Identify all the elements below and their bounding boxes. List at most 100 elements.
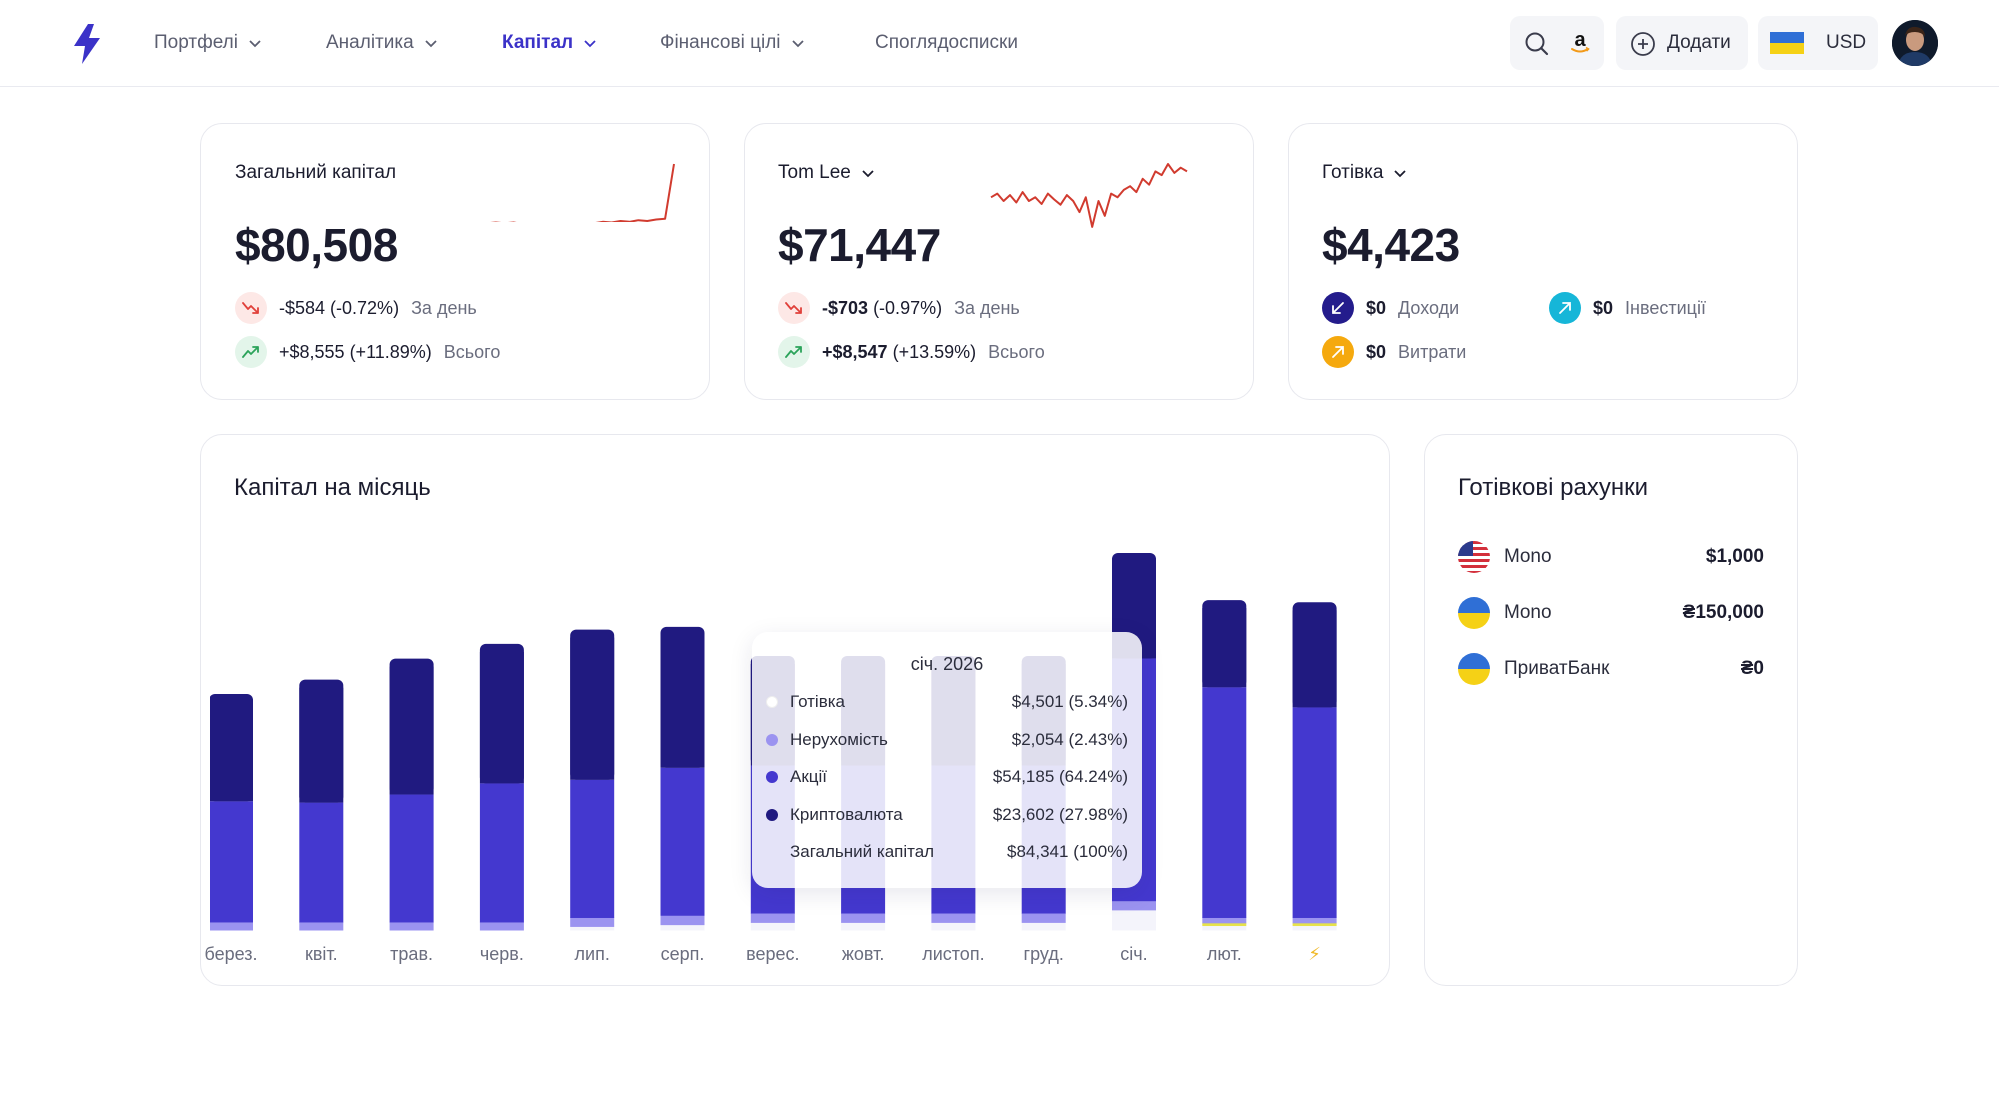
plus-circle-icon xyxy=(1631,32,1655,56)
logo-icon[interactable] xyxy=(70,22,104,66)
day-change-row: -$584 (-0.72%) За день xyxy=(235,292,477,324)
bar-segment[interactable] xyxy=(660,915,705,926)
day-change-percent: (-0.97%) xyxy=(873,297,943,318)
avatar[interactable] xyxy=(1892,20,1938,66)
tooltip-row: Загальний капітал $84,341 (100%) xyxy=(766,837,1128,867)
tooltip-row-value: $23,602 (27.98%) xyxy=(992,805,1128,824)
x-axis-label: серп. xyxy=(660,944,705,964)
day-change-label: За день xyxy=(954,297,1020,318)
tooltip-row-name: Готівка xyxy=(790,692,846,711)
bar-segment[interactable] xyxy=(841,922,886,931)
bar-segment[interactable] xyxy=(931,913,976,923)
bar-segment[interactable] xyxy=(931,922,976,931)
chevron-down-icon xyxy=(584,40,596,48)
bar-segment[interactable] xyxy=(210,921,253,931)
bar-segment[interactable] xyxy=(1292,925,1337,931)
bar-segment[interactable] xyxy=(1202,922,1247,927)
add-button-label: Додати xyxy=(1667,32,1731,53)
bar-segment[interactable] xyxy=(389,794,434,923)
legend-dot xyxy=(766,771,778,783)
bar-segment[interactable] xyxy=(750,922,795,931)
portfolio-card: Tom Lee $71,447 -$703 (-0.97%) За день +… xyxy=(744,123,1254,400)
bar-segment[interactable] xyxy=(841,913,886,923)
total-change-percent: (+13.59%) xyxy=(892,341,977,362)
cash-selector[interactable]: Готівка xyxy=(1322,162,1407,184)
nav-item-watchlists[interactable]: Споглядосписки xyxy=(875,28,1018,58)
bar-segment[interactable] xyxy=(570,779,615,918)
total-change-value: +$8,547 xyxy=(822,341,888,362)
x-axis-label: черв. xyxy=(479,944,524,964)
bar-segment xyxy=(660,634,705,768)
expenses-label: Витрати xyxy=(1398,341,1467,362)
bar-segment[interactable] xyxy=(1202,925,1247,931)
total-change-row: +$8,547 (+13.59%) Всього xyxy=(778,336,1045,368)
portfolio-name: Tom Lee xyxy=(778,162,851,183)
arrow-up-right-icon xyxy=(1322,336,1354,368)
x-axis-label: листоп. xyxy=(922,944,985,964)
bar-segment[interactable] xyxy=(1292,707,1337,918)
search-box[interactable]: a xyxy=(1510,16,1604,70)
bar-segment[interactable] xyxy=(660,767,705,916)
portfolio-sparkline xyxy=(990,163,1188,228)
bar-segment xyxy=(299,687,344,803)
bar-segment[interactable] xyxy=(479,783,524,923)
bar-segment[interactable] xyxy=(1021,922,1066,931)
sparkline-path xyxy=(990,163,1188,228)
bar-segment[interactable] xyxy=(1202,687,1247,918)
search-icon[interactable] xyxy=(1524,31,1550,57)
nav-item-analytics[interactable]: Аналітика xyxy=(326,28,438,58)
bar-segment[interactable] xyxy=(1292,917,1337,924)
account-name: Mono xyxy=(1504,602,1552,623)
bar-segment[interactable] xyxy=(210,801,253,923)
nav-item-portfolios[interactable]: Портфелі xyxy=(154,28,262,58)
account-row[interactable]: Mono ₴150,000 xyxy=(1458,595,1764,631)
bar-segment[interactable] xyxy=(299,921,344,931)
currency-selector[interactable]: USD xyxy=(1758,16,1878,70)
bar-segment[interactable] xyxy=(1112,900,1156,911)
total-capital-card: Загальний капітал $80,508 -$584 (-0.72%)… xyxy=(200,123,710,400)
trend-down-icon xyxy=(778,292,810,324)
nav-item-financial-goals[interactable]: Фінансові цілі xyxy=(660,28,805,58)
x-axis-label: квіт. xyxy=(304,944,338,964)
bar-segment[interactable] xyxy=(1021,913,1066,923)
account-row[interactable]: ПриватБанк ₴0 xyxy=(1458,651,1764,687)
account-row[interactable]: Mono $1,000 xyxy=(1458,539,1764,575)
add-button[interactable]: Додати xyxy=(1616,16,1748,70)
total-capital-sparkline xyxy=(490,163,675,222)
nav-item-label: Фінансові цілі xyxy=(660,32,781,53)
bar-segment[interactable] xyxy=(479,921,524,931)
trend-up-icon xyxy=(235,336,267,368)
cash-accounts-title: Готівкові рахунки xyxy=(1458,474,1649,501)
x-axis-label: трав. xyxy=(390,944,434,964)
bar-segment[interactable] xyxy=(660,924,705,931)
bar-segment[interactable] xyxy=(389,921,434,931)
bar-segment[interactable] xyxy=(299,802,344,923)
bar-segment[interactable] xyxy=(1202,917,1247,924)
amazon-icon[interactable]: a xyxy=(1568,30,1592,56)
portfolio-value: $71,447 xyxy=(778,219,941,271)
bar-segment[interactable] xyxy=(1292,922,1337,927)
income-row: $0 Доходи xyxy=(1322,292,1459,324)
bar-segment[interactable] xyxy=(570,926,615,931)
legend-dot xyxy=(766,809,778,821)
account-name: Mono xyxy=(1504,546,1552,567)
expenses-row: $0 Витрати xyxy=(1322,336,1466,368)
portfolio-selector[interactable]: Tom Lee xyxy=(778,162,875,184)
tooltip-row-value: $84,341 (100%) xyxy=(1007,842,1128,861)
ua-flag-icon xyxy=(1770,32,1804,54)
ua-flag-icon xyxy=(1458,653,1490,685)
bar-segment[interactable] xyxy=(1112,909,1156,931)
legend-dot xyxy=(766,696,778,708)
cash-card: Готівка $4,423 $0 Доходи $0 Інвестиції $… xyxy=(1288,123,1798,400)
day-change-row: -$703 (-0.97%) За день xyxy=(778,292,1020,324)
tooltip-row: Криптовалюта $23,602 (27.98%) xyxy=(766,800,1128,830)
account-balance: ₴150,000 xyxy=(1682,602,1764,623)
nav-item-label: Капітал xyxy=(502,32,574,53)
bar-segment xyxy=(1202,608,1247,688)
chart-tooltip: січ. 2026 Готівка $4,501 (5.34%) Нерухом… xyxy=(752,632,1142,888)
nav-item-capital[interactable]: Капітал xyxy=(502,28,597,58)
chevron-down-icon xyxy=(791,40,804,48)
bar-segment[interactable] xyxy=(570,917,615,927)
bar-segment[interactable] xyxy=(750,913,795,923)
chevron-down-icon xyxy=(862,170,874,178)
